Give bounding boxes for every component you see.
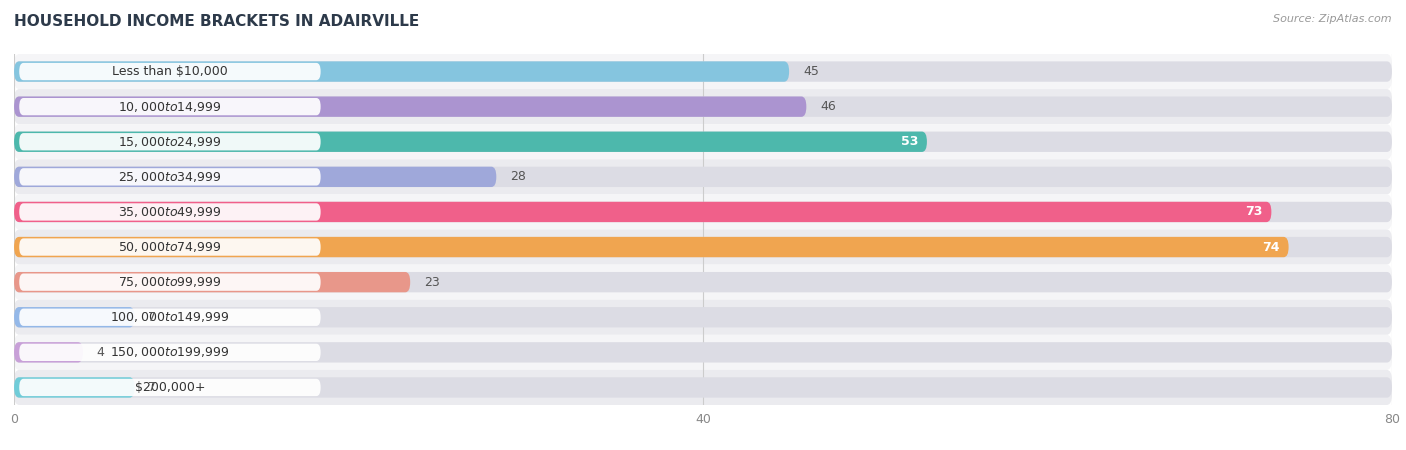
Text: $75,000 to $99,999: $75,000 to $99,999 xyxy=(118,275,222,289)
FancyBboxPatch shape xyxy=(14,61,1392,82)
Text: 7: 7 xyxy=(149,381,156,394)
Text: 53: 53 xyxy=(901,135,918,148)
FancyBboxPatch shape xyxy=(20,274,321,291)
Text: 7: 7 xyxy=(149,311,156,324)
Text: 46: 46 xyxy=(820,100,837,113)
Text: $10,000 to $14,999: $10,000 to $14,999 xyxy=(118,99,222,114)
FancyBboxPatch shape xyxy=(14,342,1392,363)
FancyBboxPatch shape xyxy=(20,98,321,115)
Text: 45: 45 xyxy=(803,65,818,78)
FancyBboxPatch shape xyxy=(14,124,1392,159)
FancyBboxPatch shape xyxy=(14,237,1392,257)
FancyBboxPatch shape xyxy=(14,166,1392,187)
FancyBboxPatch shape xyxy=(20,133,321,150)
FancyBboxPatch shape xyxy=(14,272,1392,292)
FancyBboxPatch shape xyxy=(14,307,135,328)
FancyBboxPatch shape xyxy=(20,168,321,185)
FancyBboxPatch shape xyxy=(14,194,1392,230)
FancyBboxPatch shape xyxy=(14,335,1392,370)
FancyBboxPatch shape xyxy=(14,202,1392,222)
FancyBboxPatch shape xyxy=(14,131,1392,152)
Text: 4: 4 xyxy=(97,346,104,359)
FancyBboxPatch shape xyxy=(14,342,83,363)
FancyBboxPatch shape xyxy=(14,300,1392,335)
FancyBboxPatch shape xyxy=(14,377,1392,398)
FancyBboxPatch shape xyxy=(20,203,321,220)
Text: Less than $10,000: Less than $10,000 xyxy=(112,65,228,78)
FancyBboxPatch shape xyxy=(14,237,1289,257)
FancyBboxPatch shape xyxy=(20,309,321,326)
FancyBboxPatch shape xyxy=(20,238,321,256)
Text: 73: 73 xyxy=(1246,206,1263,218)
FancyBboxPatch shape xyxy=(14,230,1392,265)
Text: $50,000 to $74,999: $50,000 to $74,999 xyxy=(118,240,222,254)
FancyBboxPatch shape xyxy=(20,344,321,361)
FancyBboxPatch shape xyxy=(14,265,1392,300)
FancyBboxPatch shape xyxy=(14,307,1392,328)
FancyBboxPatch shape xyxy=(14,54,1392,89)
Text: $25,000 to $34,999: $25,000 to $34,999 xyxy=(118,170,222,184)
Text: 74: 74 xyxy=(1263,241,1279,253)
FancyBboxPatch shape xyxy=(14,61,789,82)
Text: $150,000 to $199,999: $150,000 to $199,999 xyxy=(110,345,229,360)
FancyBboxPatch shape xyxy=(14,96,1392,117)
Text: 28: 28 xyxy=(510,171,526,183)
FancyBboxPatch shape xyxy=(14,202,1271,222)
Text: HOUSEHOLD INCOME BRACKETS IN ADAIRVILLE: HOUSEHOLD INCOME BRACKETS IN ADAIRVILLE xyxy=(14,14,419,28)
FancyBboxPatch shape xyxy=(14,370,1392,405)
FancyBboxPatch shape xyxy=(14,377,135,398)
Text: $15,000 to $24,999: $15,000 to $24,999 xyxy=(118,135,222,149)
FancyBboxPatch shape xyxy=(14,96,807,117)
FancyBboxPatch shape xyxy=(20,63,321,80)
Text: $100,000 to $149,999: $100,000 to $149,999 xyxy=(110,310,229,324)
Text: $35,000 to $49,999: $35,000 to $49,999 xyxy=(118,205,222,219)
Text: 23: 23 xyxy=(425,276,440,288)
FancyBboxPatch shape xyxy=(14,159,1392,194)
FancyBboxPatch shape xyxy=(14,89,1392,124)
FancyBboxPatch shape xyxy=(14,272,411,292)
Text: $200,000+: $200,000+ xyxy=(135,381,205,394)
FancyBboxPatch shape xyxy=(20,379,321,396)
FancyBboxPatch shape xyxy=(14,131,927,152)
Text: Source: ZipAtlas.com: Source: ZipAtlas.com xyxy=(1274,14,1392,23)
FancyBboxPatch shape xyxy=(14,166,496,187)
